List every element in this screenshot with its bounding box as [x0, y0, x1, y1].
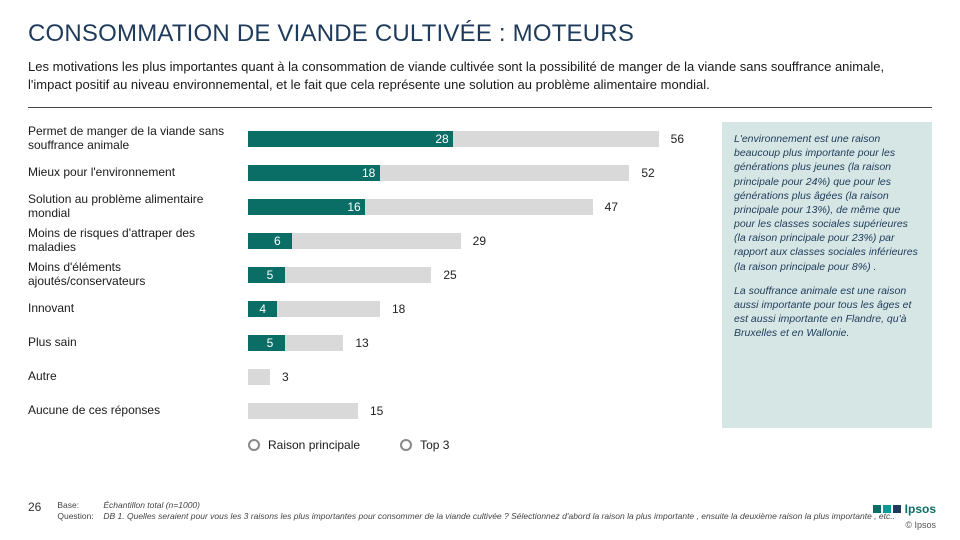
chart-row: Aucune de ces réponses 15 — [28, 394, 708, 428]
page-title: CONSOMMATION DE VIANDE CULTIVÉE : MOTEUR… — [28, 20, 932, 48]
base-text: Échantillon total (n=1000) — [103, 500, 200, 510]
value-main: 18 — [356, 165, 375, 181]
row-label: Aucune de ces réponses — [28, 404, 248, 418]
value-main: 5 — [261, 335, 274, 351]
value-top3: 18 — [386, 301, 405, 317]
row-bars: 1647 — [248, 197, 708, 217]
footer: 26 Base:Échantillon total (n=1000) Quest… — [28, 500, 932, 522]
value-top3: 52 — [635, 165, 654, 181]
insight-sidebox: L'environnement est une raison beaucoup … — [722, 122, 932, 428]
row-label: Moins de risques d'attraper des maladies — [28, 227, 248, 255]
legend-dot-icon — [400, 439, 412, 451]
chart-legend: Raison principale Top 3 — [248, 438, 932, 452]
row-label: Plus sain — [28, 336, 248, 350]
legend-dot-icon — [248, 439, 260, 451]
row-bars: 5 13 — [248, 333, 708, 353]
value-main: 28 — [429, 131, 448, 147]
question-text: DB 1. Quelles seraient pour vous les 3 r… — [103, 511, 895, 521]
row-bars: 1852 — [248, 163, 708, 183]
divider-top — [28, 107, 932, 108]
value-main: 6 — [268, 233, 281, 249]
logo-box-icon — [873, 505, 881, 513]
chart-row: Mieux pour l'environnement1852 — [28, 156, 708, 190]
row-bars: 6 29 — [248, 231, 708, 251]
value-top3: 15 — [364, 403, 383, 419]
row-bars: 5 25 — [248, 265, 708, 285]
sidebox-p1: L'environnement est une raison beaucoup … — [734, 132, 920, 274]
value-top3: 25 — [437, 267, 456, 283]
value-top3: 56 — [665, 131, 684, 147]
row-bars: 28 56 — [248, 129, 708, 149]
content: Permet de manger de la viande sans souff… — [28, 122, 932, 428]
question-label: Question: — [57, 511, 103, 522]
value-top3: 13 — [349, 335, 368, 351]
legend-top3: Top 3 — [400, 438, 449, 452]
value-top3: 29 — [467, 233, 486, 249]
row-label: Autre — [28, 370, 248, 384]
subtitle: Les motivations les plus importantes qua… — [28, 58, 928, 93]
chart-row: Plus sain 5 13 — [28, 326, 708, 360]
logo-box-icon — [893, 505, 901, 513]
value-top3: 3 — [276, 369, 289, 385]
legend-main-label: Raison principale — [268, 438, 360, 452]
legend-top3-label: Top 3 — [420, 438, 449, 452]
value-main: 16 — [341, 199, 360, 215]
sidebox-p2: La souffrance animale est une raison aus… — [734, 284, 920, 341]
row-bars: 15 — [248, 401, 708, 421]
logo-box-icon — [883, 505, 891, 513]
row-label: Moins d'éléments ajoutés/conservateurs — [28, 261, 248, 289]
row-label: Solution au problème alimentaire mondial — [28, 193, 248, 221]
footer-meta: Base:Échantillon total (n=1000) Question… — [57, 500, 895, 522]
chart-row: Moins d'éléments ajoutés/conservateurs 5 2… — [28, 258, 708, 292]
chart-row: Permet de manger de la viande sans souff… — [28, 122, 708, 156]
motivations-bar-chart: Permet de manger de la viande sans souff… — [28, 122, 708, 428]
slide: CONSOMMATION DE VIANDE CULTIVÉE : MOTEUR… — [0, 0, 960, 540]
brand-name: Ipsos — [905, 502, 936, 516]
chart-row: Autre 3 — [28, 360, 708, 394]
brand: Ipsos © Ipsos — [873, 500, 936, 530]
chart-row: Moins de risques d'attraper des maladies… — [28, 224, 708, 258]
chart-row: Innovant 4 18 — [28, 292, 708, 326]
legend-main: Raison principale — [248, 438, 360, 452]
value-main: 4 — [253, 301, 266, 317]
bar-main — [248, 131, 453, 147]
row-label: Permet de manger de la viande sans souff… — [28, 125, 248, 153]
chart-row: Solution au problème alimentaire mondial… — [28, 190, 708, 224]
value-main: 5 — [261, 267, 274, 283]
page-number: 26 — [28, 500, 41, 514]
row-bars: 4 18 — [248, 299, 708, 319]
bar-top3 — [248, 369, 270, 385]
row-label: Mieux pour l'environnement — [28, 166, 248, 180]
base-label: Base: — [57, 500, 103, 511]
row-bars: 3 — [248, 367, 708, 387]
bar-top3 — [248, 403, 358, 419]
value-top3: 47 — [599, 199, 618, 215]
row-label: Innovant — [28, 302, 248, 316]
copyright: © Ipsos — [873, 520, 936, 530]
brand-logo: Ipsos — [873, 502, 936, 516]
